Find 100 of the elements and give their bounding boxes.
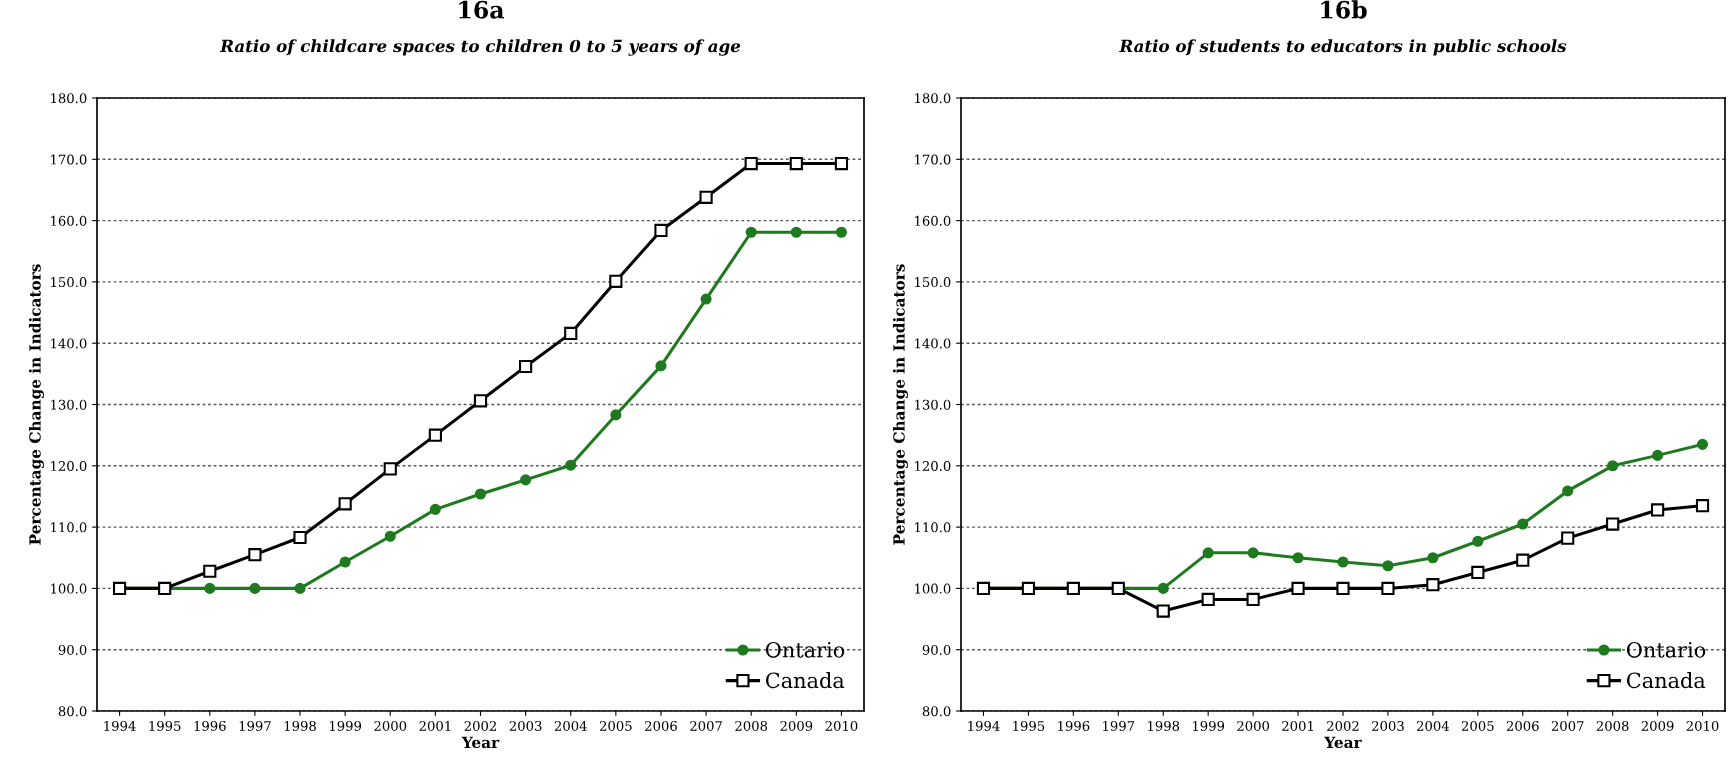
- point: [834, 157, 849, 171]
- y-tick-label: 160.0: [915, 215, 951, 226]
- x-tick-label: 2010: [1686, 720, 1719, 731]
- point: [1695, 499, 1710, 513]
- x-tick-label: 2008: [735, 720, 768, 731]
- x-tick-label: 2005: [599, 720, 632, 731]
- point: [519, 359, 533, 374]
- point: [700, 293, 712, 305]
- y-tick-label: 80.0: [58, 706, 87, 717]
- point: [565, 459, 577, 471]
- point: [429, 503, 441, 515]
- x-tick-label: 2001: [419, 720, 451, 731]
- x-tick-label: 2006: [645, 720, 677, 731]
- y-tick-label: 130.0: [51, 399, 87, 410]
- y-tick-label: 100.0: [915, 583, 951, 594]
- point: [1246, 592, 1260, 607]
- point: [294, 582, 306, 594]
- point: [249, 582, 261, 594]
- point: [1561, 531, 1575, 545]
- x-tick-label: 2000: [1237, 720, 1270, 731]
- y-tick-label: 100.0: [51, 583, 87, 594]
- x-tick-label: 2009: [1641, 720, 1674, 731]
- point: [1516, 553, 1530, 567]
- point: [1336, 581, 1350, 595]
- x-tick-label: 1998: [1148, 720, 1180, 731]
- y-tick-label: 180.0: [51, 93, 87, 104]
- point: [293, 530, 307, 545]
- point: [203, 564, 217, 578]
- point: [1427, 552, 1439, 564]
- x-tick-label: 2002: [1327, 720, 1359, 731]
- point: [790, 226, 802, 238]
- point: [1606, 517, 1620, 531]
- x-tick-label: 1999: [329, 720, 362, 731]
- point: [610, 409, 622, 421]
- y-tick-label: 170.0: [51, 154, 87, 165]
- point: [1156, 604, 1170, 618]
- point: [383, 462, 397, 476]
- point: [1381, 581, 1395, 595]
- x-tick-label: 2007: [690, 720, 722, 731]
- y-tick-label: 90.0: [922, 644, 951, 655]
- point: [384, 530, 396, 542]
- y-tick-label: 130.0: [915, 399, 951, 410]
- point: [1426, 578, 1440, 592]
- point: [474, 488, 487, 500]
- point: [1201, 592, 1215, 607]
- point: [1652, 449, 1664, 461]
- chart-subtitle: Ratio of childcare spaces to children 0 to 5 years of age: [219, 39, 741, 56]
- point: [744, 157, 758, 171]
- x-tick-label: 1996: [1058, 720, 1090, 731]
- x-tick-label: 1995: [1013, 720, 1045, 731]
- point: [1247, 547, 1259, 559]
- point: [1157, 582, 1169, 594]
- chart-subtitle: Ratio of students to educators in public schools: [1119, 39, 1567, 56]
- y-tick-label: 150.0: [51, 277, 87, 288]
- legend-label: Canada: [765, 672, 845, 689]
- x-tick-label: 2002: [464, 720, 496, 731]
- y-tick-label: 110.0: [51, 522, 87, 533]
- y-axis-title: Percentage Change in Indicators: [892, 264, 908, 545]
- point: [338, 497, 352, 511]
- point: [473, 394, 488, 408]
- x-tick-label: 2003: [509, 720, 542, 731]
- x-tick-label: 1998: [284, 720, 316, 731]
- x-tick-label: 2010: [825, 720, 858, 731]
- point: [428, 428, 442, 442]
- point: [1562, 485, 1574, 497]
- x-tick-label: 2004: [554, 720, 587, 731]
- chart-title: 16a: [459, 0, 505, 19]
- legend-label: Ontario: [1626, 641, 1706, 658]
- point: [1382, 560, 1394, 572]
- legend-label: Canada: [1626, 672, 1706, 689]
- point: [655, 360, 667, 372]
- point: [1650, 503, 1665, 517]
- x-tick-label: 1997: [239, 720, 271, 731]
- x-tick-label: 1995: [149, 720, 181, 731]
- point: [1472, 535, 1484, 547]
- y-tick-label: 180.0: [915, 93, 951, 104]
- x-tick-label: 2006: [1506, 720, 1539, 731]
- y-tick-label: 160.0: [51, 215, 87, 226]
- x-tick-label: 2007: [1551, 720, 1584, 731]
- x-axis-title: Year: [461, 736, 500, 749]
- x-tick-label: 2003: [1372, 720, 1404, 731]
- point: [1202, 547, 1214, 559]
- x-tick-label: 2000: [374, 720, 407, 731]
- chart-title: 16b: [1321, 0, 1367, 19]
- point: [204, 582, 216, 594]
- point: [609, 274, 623, 288]
- x-tick-label: 1999: [1193, 720, 1225, 731]
- point: [1607, 460, 1619, 472]
- point: [520, 474, 532, 486]
- x-tick-label: 1997: [1103, 720, 1135, 731]
- y-tick-label: 140.0: [915, 338, 951, 349]
- point: [654, 223, 668, 237]
- point: [1337, 556, 1349, 568]
- y-tick-label: 110.0: [915, 522, 951, 533]
- point: [699, 190, 713, 204]
- point: [248, 548, 262, 562]
- point: [745, 226, 757, 238]
- point: [564, 326, 578, 340]
- x-tick-label: 1994: [968, 720, 1000, 731]
- point: [1696, 438, 1709, 450]
